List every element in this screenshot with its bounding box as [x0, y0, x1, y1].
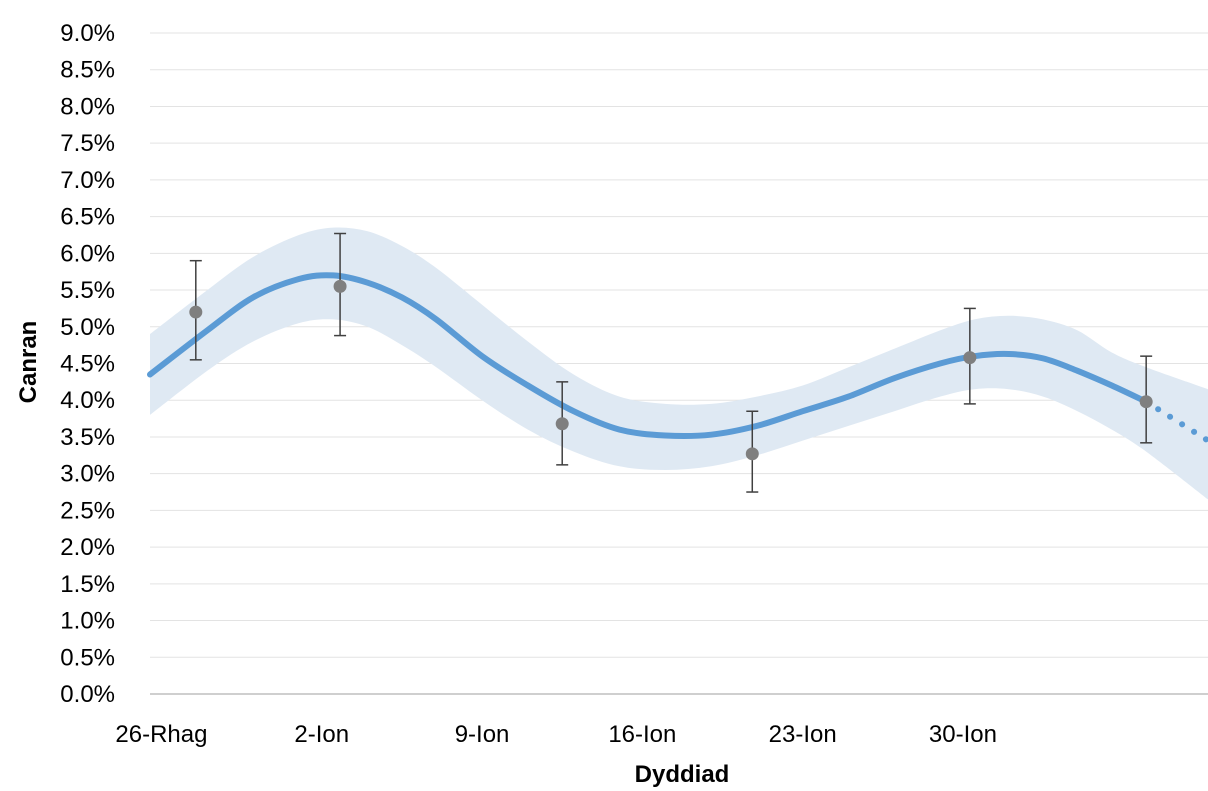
y-tick-label: 0.0% — [60, 681, 115, 708]
y-tick-label: 7.5% — [60, 130, 115, 157]
x-axis-ticks: 26-Rhag 2-Ion 9-Ion 16-Ion 23-Ion 30-Ion — [115, 721, 997, 748]
y-tick-label: 1.0% — [60, 608, 115, 635]
x-tick-label: 26-Rhag — [115, 721, 207, 748]
y-tick-label: 5.0% — [60, 314, 115, 341]
y-tick-label: 6.0% — [60, 240, 115, 267]
projection-line-dotted — [1143, 398, 1208, 444]
data-point — [1139, 395, 1153, 409]
y-axis-title: Canran — [15, 321, 42, 404]
data-points — [189, 232, 1153, 493]
y-tick-label: 8.0% — [60, 93, 115, 120]
confidence-band-area — [150, 227, 1208, 500]
y-tick-label: 3.0% — [60, 461, 115, 488]
y-tick-label: 6.5% — [60, 204, 115, 231]
y-tick-label: 9.0% — [60, 20, 115, 47]
y-tick-label: 7.0% — [60, 167, 115, 194]
trend-line-path — [147, 272, 1150, 440]
x-tick-label: 30-Ion — [929, 721, 997, 748]
data-point — [189, 305, 203, 319]
x-tick-label: 16-Ion — [608, 721, 676, 748]
data-point — [963, 351, 977, 365]
y-tick-label: 4.5% — [60, 351, 115, 378]
y-tick-label: 0.5% — [60, 644, 115, 671]
x-tick-label: 23-Ion — [769, 721, 837, 748]
y-tick-label: 8.5% — [60, 57, 115, 84]
x-axis-title: Dyddiad — [635, 761, 730, 788]
data-point — [555, 417, 569, 431]
y-axis-ticks: 0.0% 0.5% 1.0% 1.5% 2.0% 2.5% 3.0% 3.5% 4.0% 4.5%… — [60, 20, 115, 708]
y-tick-label: 3.5% — [60, 424, 115, 451]
x-tick-label: 2-Ion — [294, 721, 349, 748]
y-tick-label: 1.5% — [60, 571, 115, 598]
trend-line — [147, 272, 1208, 444]
x-tick-label: 9-Ion — [455, 721, 510, 748]
y-tick-label: 2.5% — [60, 497, 115, 524]
confidence-band — [150, 227, 1208, 500]
y-tick-label: 5.5% — [60, 277, 115, 304]
data-point — [745, 447, 759, 461]
data-point — [333, 279, 347, 293]
y-tick-label: 4.0% — [60, 387, 115, 414]
y-tick-label: 2.0% — [60, 534, 115, 561]
